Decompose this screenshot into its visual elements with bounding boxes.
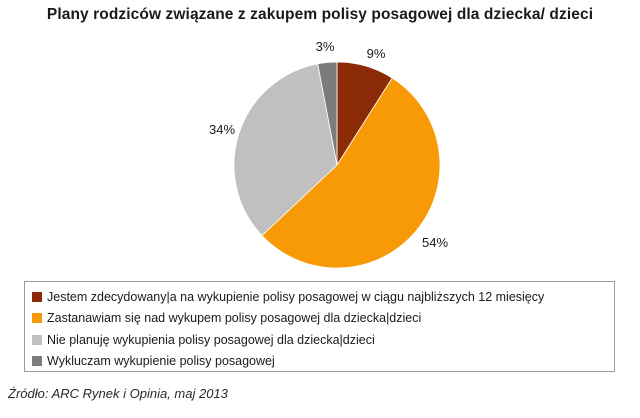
- pie-slice-considering: [261, 77, 441, 269]
- pie-chart: 9% 54% 34% 3%: [209, 39, 448, 269]
- pie-slice-excluding: [317, 61, 338, 166]
- source-note: Źródło: ARC Rynek i Opinia, maj 2013: [8, 386, 228, 401]
- legend-swatch-not-planning: [32, 334, 42, 345]
- pie-label-decided: 9%: [367, 46, 386, 61]
- legend-swatch-decided: [32, 291, 42, 302]
- pie-slice-not-planning: [233, 63, 338, 237]
- legend-label-excluding: Wykluczam wykupienie polisy posagowej: [47, 354, 275, 369]
- legend-label-decided: Jestem zdecydowany|a na wykupienie polis…: [47, 289, 545, 304]
- legend-label-considering: Zastanawiam się nad wykupem polisy posag…: [47, 311, 422, 326]
- chart-title: Plany rodziców związane z zakupem polisy…: [46, 6, 594, 23]
- legend-item-excluding: Wykluczam wykupienie polisy posagowej: [32, 351, 614, 373]
- legend-swatch-excluding: [32, 356, 42, 367]
- pie-label-considering: 54%: [422, 235, 448, 250]
- pie-label-not-planning: 34%: [209, 122, 235, 137]
- legend-swatch-considering: [32, 313, 42, 324]
- legend-item-decided: Jestem zdecydowany|a na wykupienie polis…: [32, 286, 614, 308]
- legend-item-considering: Zastanawiam się nad wykupem polisy posag…: [32, 308, 614, 330]
- legend-label-not-planning: Nie planuję wykupienia polisy posagowej …: [47, 332, 375, 347]
- chart-legend: Jestem zdecydowany|a na wykupienie polis…: [24, 281, 615, 372]
- legend-item-not-planning: Nie planuję wykupienia polisy posagowej …: [32, 329, 614, 351]
- pie-label-excluding: 3%: [316, 39, 335, 54]
